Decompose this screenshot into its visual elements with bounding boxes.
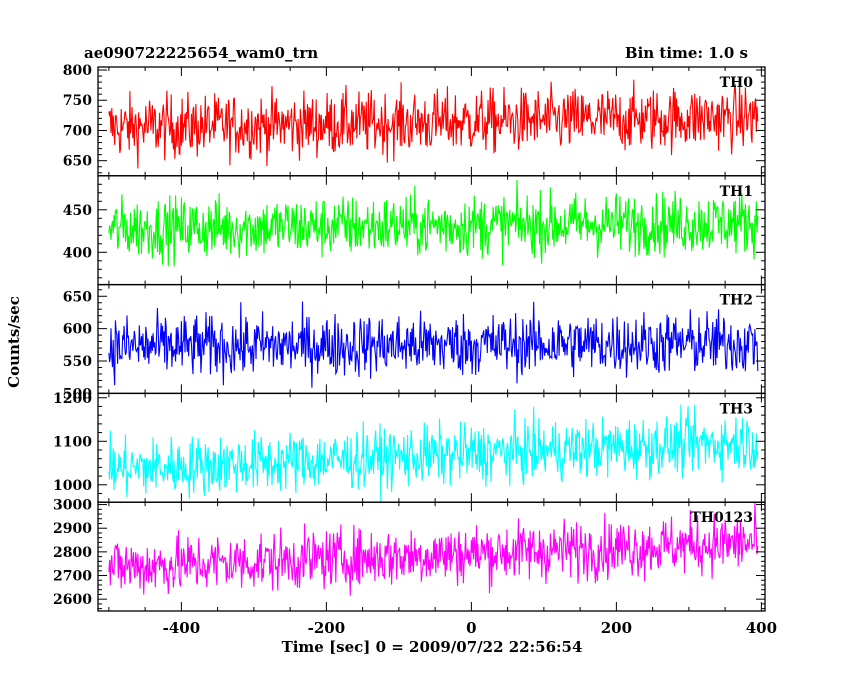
series-line-th0 bbox=[108, 79, 759, 169]
panel-label-th1: TH1 bbox=[720, 184, 753, 200]
x-tick-label: 0 bbox=[466, 619, 476, 637]
plot-title-left: ae090722225654_wam0_trn bbox=[84, 44, 319, 62]
y-tick-label: 750 bbox=[63, 93, 92, 109]
y-tick-label: 400 bbox=[63, 245, 92, 261]
y-tick-label: 1200 bbox=[53, 391, 92, 407]
y-tick-label: 1100 bbox=[53, 434, 92, 450]
y-tick-label: 2600 bbox=[53, 592, 92, 608]
y-tick-label: 650 bbox=[63, 289, 92, 305]
series-line-th1 bbox=[108, 179, 759, 267]
x-tick-label: 400 bbox=[746, 619, 777, 637]
x-tick-label: -400 bbox=[163, 619, 201, 637]
y-tick-label: 550 bbox=[63, 354, 92, 370]
y-tick-label: 800 bbox=[63, 63, 92, 79]
y-axis-label: Counts/sec bbox=[5, 296, 23, 388]
panel-label-th0: TH0 bbox=[720, 75, 754, 91]
y-tick-label: 650 bbox=[63, 154, 92, 170]
y-tick-label: 2700 bbox=[53, 569, 92, 585]
y-tick-label: 2800 bbox=[53, 545, 92, 561]
y-tick-label: 700 bbox=[63, 123, 92, 139]
y-tick-label: 600 bbox=[63, 322, 92, 338]
x-tick-label: -200 bbox=[308, 619, 346, 637]
x-tick-label: 200 bbox=[601, 619, 632, 637]
panel-label-th3: TH3 bbox=[720, 401, 753, 417]
bin-time-label: Bin time: 1.0 s bbox=[624, 44, 748, 62]
series-line-th2 bbox=[108, 301, 759, 388]
y-tick-label: 450 bbox=[63, 203, 92, 219]
series-line-th3 bbox=[108, 404, 759, 503]
y-tick-label: 2900 bbox=[53, 521, 92, 537]
y-tick-label: 500 bbox=[63, 386, 92, 402]
panel-label-th2: TH2 bbox=[720, 293, 753, 309]
panel-label-th0123: TH0123 bbox=[690, 510, 753, 526]
x-axis-label: Time [sec] 0 = 2009/07/22 22:56:54 bbox=[281, 638, 583, 656]
y-tick-label: 1000 bbox=[53, 478, 92, 494]
y-tick-label: 3000 bbox=[53, 498, 92, 514]
series-line-th0123 bbox=[108, 502, 759, 596]
